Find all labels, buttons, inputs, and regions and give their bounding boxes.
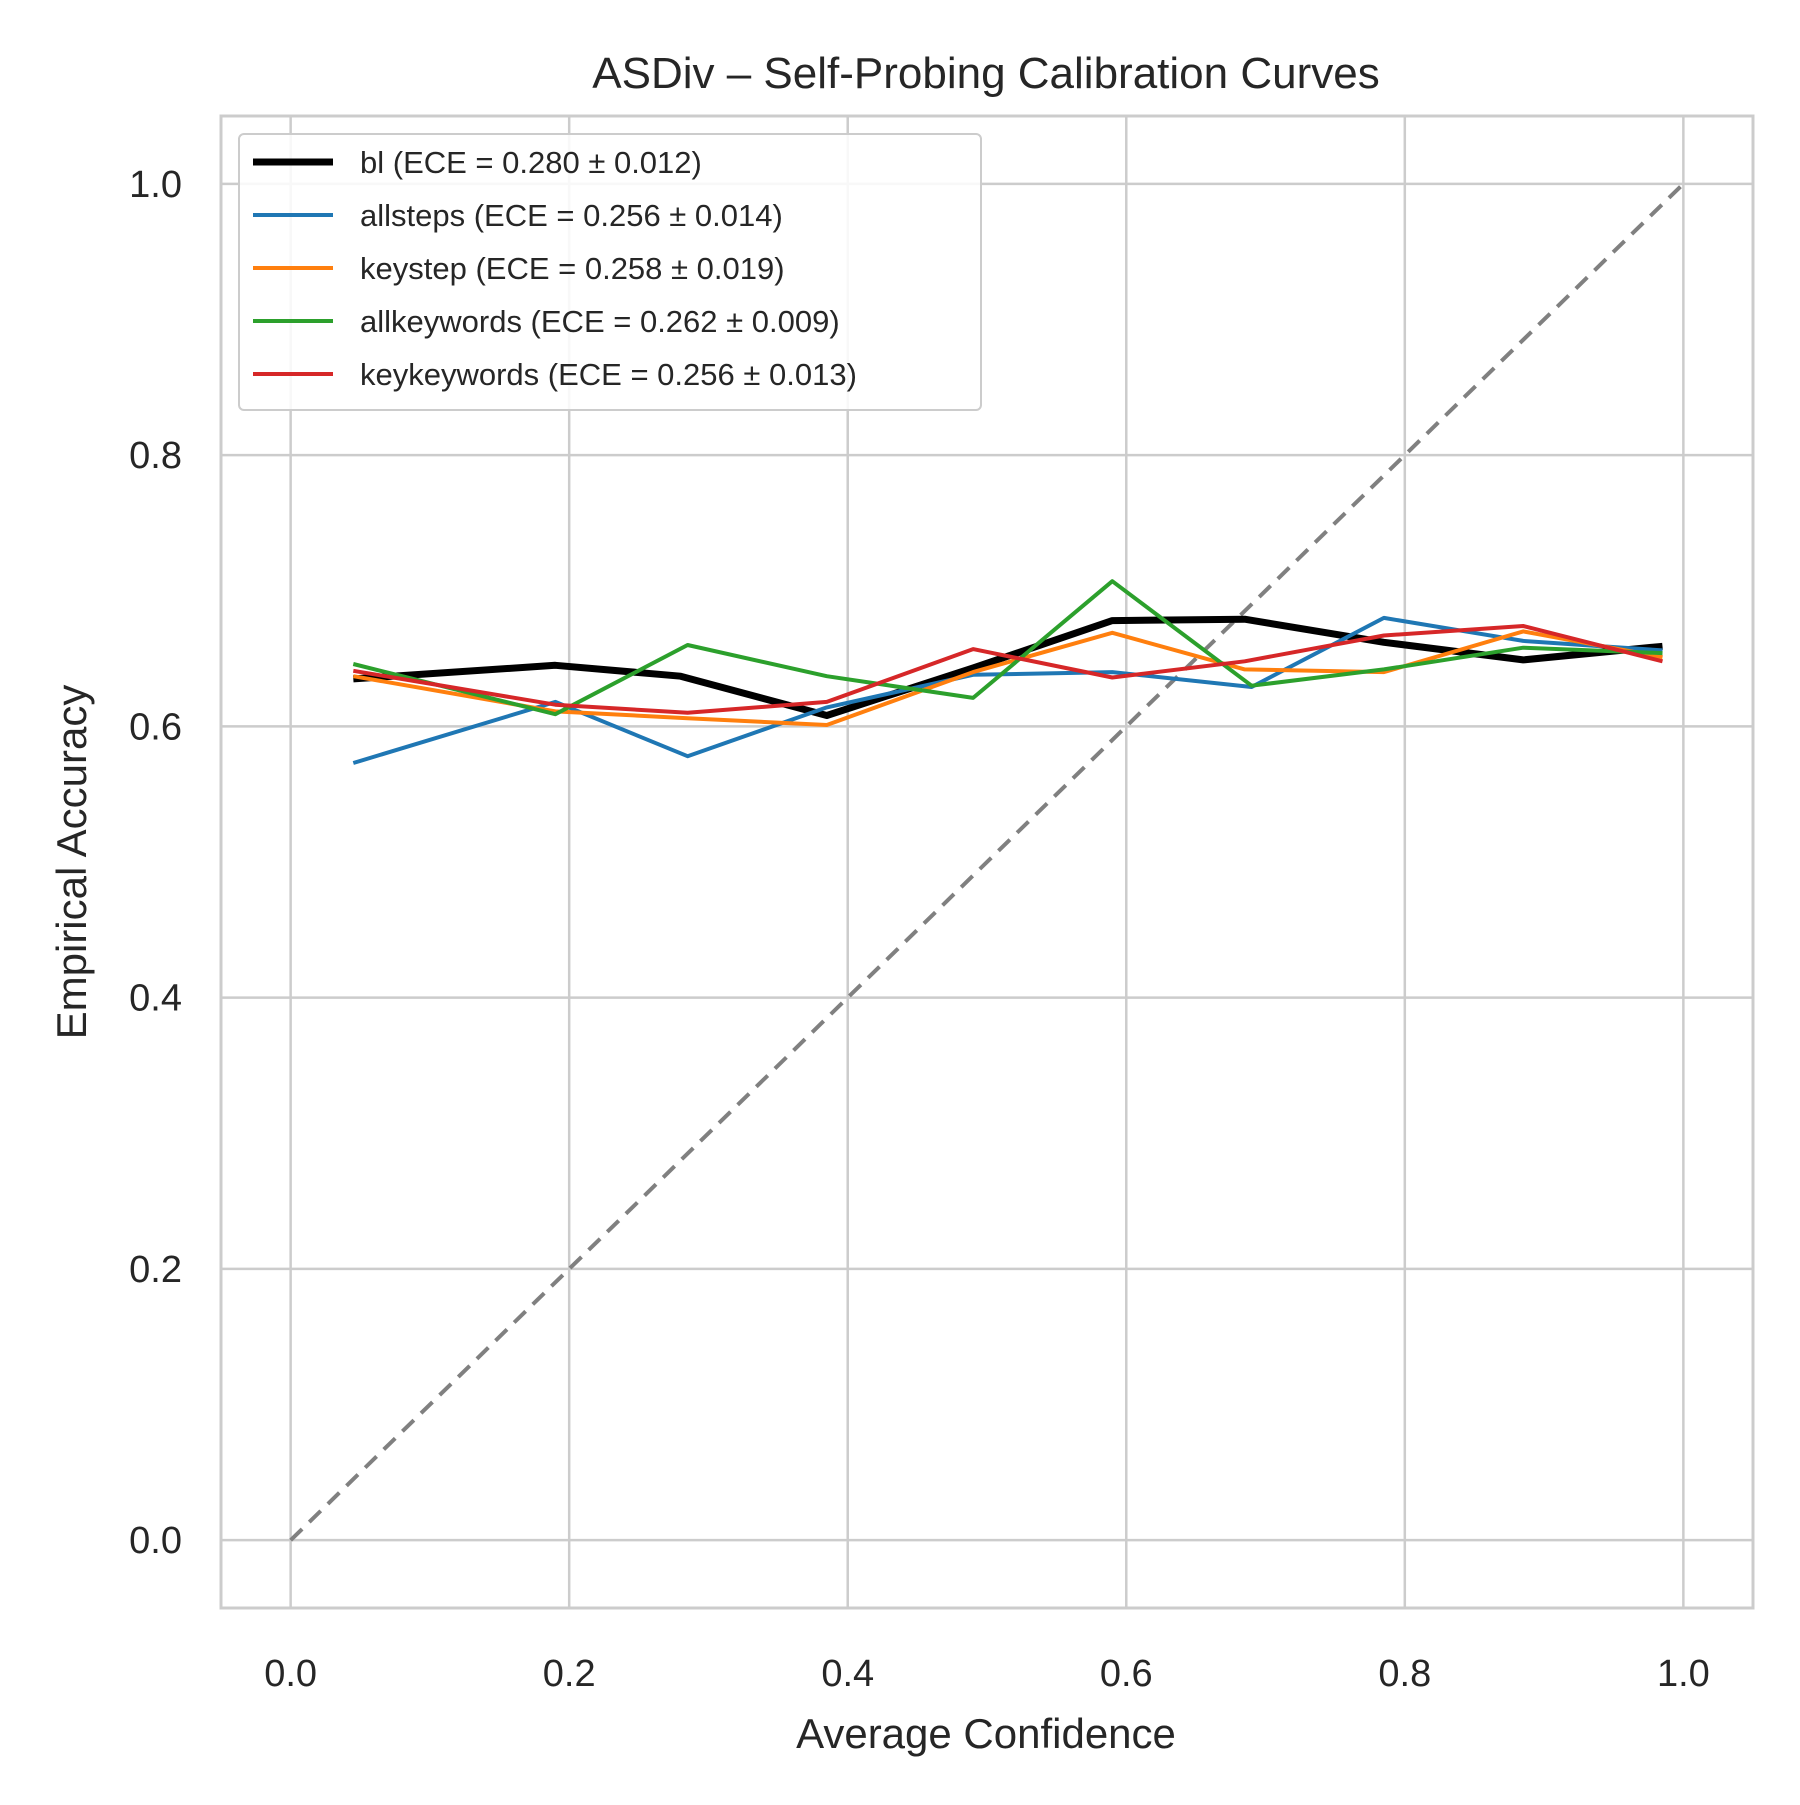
y-tick-label: 0.2 xyxy=(129,1249,182,1291)
y-tick-label: 1.0 xyxy=(129,164,182,206)
chart-title: ASDiv – Self-Probing Calibration Curves xyxy=(592,49,1379,98)
legend-entry: allsteps (ECE = 0.256 ± 0.014) xyxy=(360,198,783,233)
x-tick-labels: 0.0 0.2 0.4 0.6 0.8 1.0 xyxy=(264,1653,1710,1695)
y-tick-label: 0.0 xyxy=(129,1520,182,1562)
y-axis-label: Empirical Accuracy xyxy=(48,685,95,1040)
x-tick-label: 0.4 xyxy=(821,1653,874,1695)
y-tick-label: 0.8 xyxy=(129,435,182,477)
series-lines xyxy=(352,579,1663,765)
x-tick-label: 0.8 xyxy=(1378,1653,1431,1695)
legend-entry: allkeywords (ECE = 0.262 ± 0.009) xyxy=(360,304,840,339)
perfect-calibration-line xyxy=(289,182,1685,1542)
x-axis-label: Average Confidence xyxy=(796,1710,1176,1757)
series-line xyxy=(352,615,1663,765)
x-tick-label: 1.0 xyxy=(1657,1653,1710,1695)
legend-box xyxy=(238,133,982,411)
legend-entry: bl (ECE = 0.280 ± 0.012) xyxy=(360,145,702,180)
legend-entry: keykeywords (ECE = 0.256 ± 0.013) xyxy=(360,357,857,392)
series-line xyxy=(352,629,1663,727)
y-tick-label: 0.6 xyxy=(129,706,182,748)
reference-diagonal xyxy=(289,182,1685,1542)
x-tick-label: 0.0 xyxy=(264,1653,317,1695)
series-line xyxy=(352,624,1663,715)
plot-frame xyxy=(219,114,1755,1610)
series-line xyxy=(352,579,1663,717)
x-tick-label: 0.2 xyxy=(543,1653,596,1695)
legend-entry: keystep (ECE = 0.258 ± 0.019) xyxy=(360,251,785,286)
y-tick-labels: 0.0 0.2 0.4 0.6 0.8 1.0 xyxy=(129,164,182,1562)
x-tick-label: 0.6 xyxy=(1100,1653,1153,1695)
legend: bl (ECE = 0.280 ± 0.012) allsteps (ECE = … xyxy=(238,133,982,411)
y-tick-label: 0.4 xyxy=(129,978,182,1020)
